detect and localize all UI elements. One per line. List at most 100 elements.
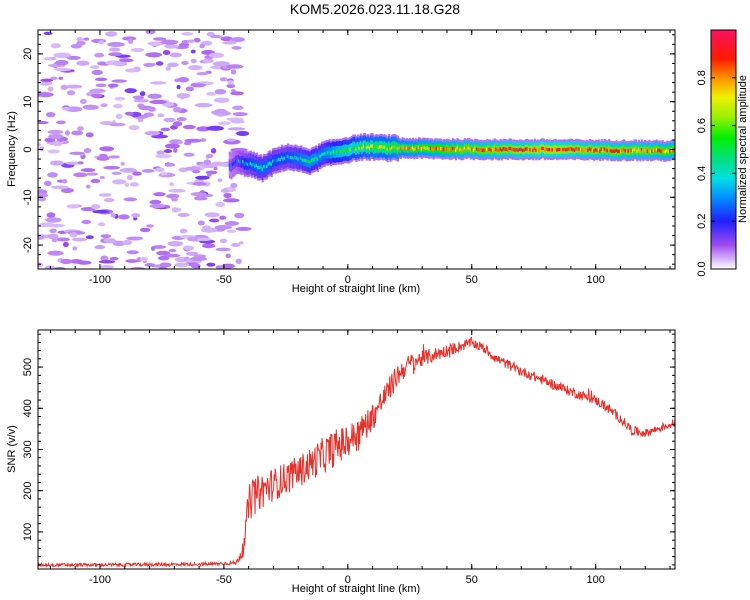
ridge-core [319,154,322,159]
noise-speck [108,47,121,52]
ridge-core [645,149,648,153]
ridge-core [277,157,281,162]
ridge-core [359,144,362,149]
noise-speck [47,250,64,256]
noise-speck [181,60,189,65]
ridge-core [506,148,510,152]
ridge-core [435,146,438,151]
noise-speck [94,52,105,58]
noise-speck [194,196,204,201]
noise-speck [61,106,71,111]
noise-speck [66,204,80,209]
ridge-core [288,155,291,160]
ridge-core [545,147,548,151]
noise-speck [160,39,179,45]
noise-speck [174,262,190,268]
ridge-core [246,162,249,167]
noise-speck [86,172,99,176]
ridge-core [561,148,565,152]
colorbar: 0.0 0.2 0.4 0.6 0.8 Normalized spectral ampl… [696,29,749,277]
ridge-core [456,146,459,150]
spectrogram-y-tick-label: 20 [22,48,34,60]
noise-speck [82,104,99,110]
ridge-core [425,146,428,150]
noise-speck [144,263,156,267]
noise-speck [91,69,103,76]
spectrogram-x-tick-label: 0 [345,274,351,286]
ridge-core [440,147,443,151]
ridge-core [251,163,254,167]
ridge-core [306,159,309,163]
ridge-core [367,145,370,149]
noise-speck [160,127,171,132]
ridge-core [569,146,572,151]
ridge-core [236,159,239,163]
noise-speck [124,182,130,188]
ridge-core [599,149,602,153]
ridge-core [383,145,386,149]
ridge-core [538,148,541,152]
ridge-core [649,149,652,154]
noise-speck [55,59,69,66]
noise-speck [111,79,128,83]
noise-speck [232,112,248,117]
noise-speck [80,168,96,173]
noise-speck [231,242,241,248]
ridge-core [254,164,257,168]
ridge-core [380,144,383,149]
noise-speck [130,47,145,53]
spectrogram-y-tick-label: 10 [22,96,34,108]
noise-speck [83,37,90,41]
noise-speck [111,171,122,175]
noise-speck [61,179,68,184]
ridge-core [338,149,342,154]
ridge-core [300,156,303,161]
ridge-core [554,147,557,151]
ridge-core [621,148,624,152]
noise-speck [199,43,205,49]
ridge-core [646,149,649,153]
ridge-core [503,147,507,151]
ridge-core [285,156,288,160]
ridge-core [566,147,569,152]
ridge-core [560,147,563,152]
noise-speck [213,166,218,171]
ridge-core [527,148,530,152]
noise-speck [219,215,227,220]
noise-speck [232,105,244,111]
ridge-core [535,148,538,152]
ridge-core [365,146,368,150]
ridge-core [434,146,437,151]
snr-panel: -100 -50 0 50 100 100 200 300 400 500 Height of s… [6,329,676,595]
ridge-core [420,147,423,151]
noise-speck [72,246,78,251]
ridge-core [541,146,544,151]
ridge-core [407,147,410,151]
ridge-core [304,158,307,163]
noise-speck [203,159,212,165]
ridge-core [414,146,417,151]
ridge-core [481,148,484,153]
ridge-core [450,148,453,152]
noise-speck [162,50,171,56]
noise-speck [224,221,239,226]
noise-speck [225,253,231,259]
noise-speck [234,212,245,219]
ridge-core [297,157,300,161]
noise-speck [38,222,55,228]
noise-speck [210,34,223,39]
ridge-core [318,154,321,158]
ridge-core [572,148,575,152]
ridge-core [633,147,636,152]
ridge-core [469,147,472,152]
ridge-core [289,155,293,160]
ridge-core [499,147,502,151]
ridge-core [402,146,406,150]
ridge-core [602,148,605,153]
noise-speck [100,103,108,108]
ridge-core [243,162,246,166]
noise-speck [114,96,126,101]
noise-speck [169,182,174,187]
noise-speck [99,146,115,152]
